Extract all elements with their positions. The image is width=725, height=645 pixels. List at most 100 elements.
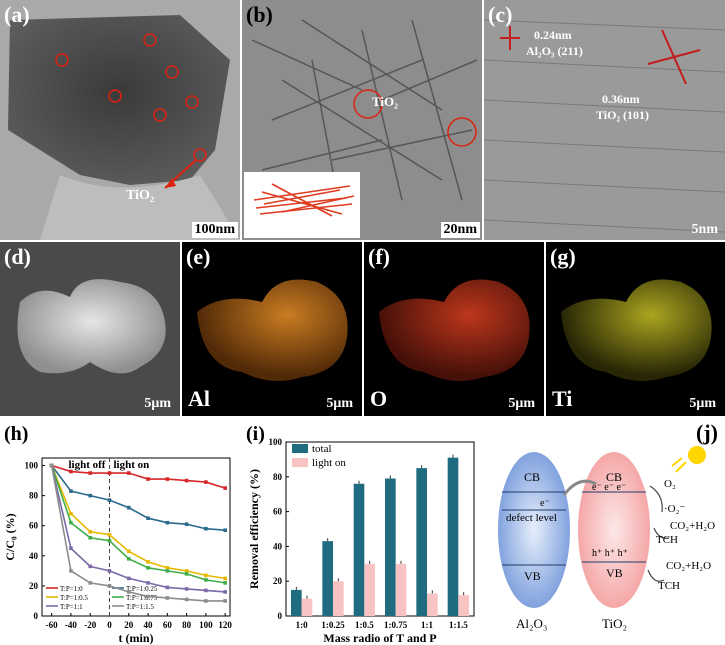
panel-c-tio2-plane: TiO₂ (101) (596, 108, 650, 122)
panel-f-scale-bar: 5μm (508, 396, 535, 411)
x-tick-label: 0 (107, 620, 112, 630)
panel-j-artwork (498, 446, 706, 608)
panel-b-artwork (242, 0, 482, 240)
series-line (50, 465, 226, 584)
x-tick-label: 1:0.5 (355, 620, 374, 630)
y-tick-label: 40 (29, 551, 39, 561)
data-point (184, 522, 189, 527)
data-point (146, 477, 150, 481)
panel-f-artwork (379, 279, 530, 381)
y-tick-label: 100 (269, 437, 283, 447)
data-point (146, 560, 150, 564)
panel-e-label: (e) (186, 244, 211, 269)
data-point (88, 529, 93, 534)
y-tick-label: 60 (273, 507, 283, 517)
panel-e-scale-bar: 5μm (326, 396, 353, 411)
x-tick-label: 1:0.75 (384, 620, 408, 630)
data-point (165, 477, 170, 481)
data-point (184, 597, 189, 602)
data-point (88, 581, 93, 585)
j-hole-1: h⁺ (592, 548, 603, 559)
y-tick-label: 0 (278, 611, 283, 621)
data-point (49, 463, 54, 468)
data-point (204, 599, 208, 603)
panel-c-hrtem-image: (c) 0.24nm Al₂O₃ (211) 0.36nm TiO₂ (101)… (484, 0, 725, 240)
panel-d-label: (d) (4, 244, 31, 269)
y-tick-label: 100 (25, 461, 39, 471)
data-point (146, 594, 150, 599)
legend-entry: T:P=1:0.5 (60, 594, 88, 602)
j-o2-radical: ·O₂⁻ (664, 503, 686, 515)
data-point (69, 511, 73, 516)
j-hole-3: h⁺ (617, 548, 628, 559)
data-point (126, 557, 131, 561)
panel-c-al2o3-plane: Al₂O₃ (211) (526, 44, 583, 58)
j-tio2-vb: VB (606, 566, 623, 580)
j-tio2-name: TiO₂ (602, 616, 628, 631)
data-point (126, 549, 131, 554)
legend-entry: T:P=1:0.25 (126, 585, 158, 593)
data-point (146, 516, 150, 520)
panel-i-label: (i) (246, 423, 265, 445)
panel-b-label: (b) (246, 2, 273, 27)
legend-swatch (292, 458, 308, 467)
panel-e-artwork (197, 279, 348, 381)
j-defect-electron: e⁻ (540, 498, 550, 509)
panel-c-label: (c) (488, 2, 513, 27)
data-point (69, 569, 73, 573)
legend-entry: T:P=1:0 (60, 585, 83, 593)
x-tick-label: -60 (46, 620, 58, 630)
bar (458, 595, 469, 616)
bar (301, 598, 313, 616)
panel-g-element-label: Ti (552, 386, 573, 411)
data-point (88, 471, 93, 475)
series-line (50, 465, 226, 580)
panel-d-sem-image: (d) 5μm (0, 242, 180, 416)
panel-a-artwork (0, 0, 240, 240)
x-axis-label: t (min) (119, 631, 154, 645)
panel-f-element-label: O (370, 386, 388, 411)
series-line (50, 465, 226, 602)
data-point (223, 528, 227, 533)
legend-entry: T:P=1:1 (60, 603, 83, 611)
x-tick-label: 1:0.25 (321, 620, 345, 630)
bar (291, 589, 302, 616)
legend-entry: T:P=1:1.5 (126, 603, 154, 611)
data-point (126, 576, 131, 581)
series-line (50, 465, 226, 593)
j-co2-h2o-2: CO₂+H₂O (666, 560, 712, 572)
data-point (126, 471, 131, 475)
j-o2: O₂ (664, 478, 676, 490)
j-al2o3-vb: VB (524, 569, 541, 583)
data-point (107, 569, 112, 573)
x-tick-label: 60 (163, 620, 173, 630)
j-tch-2: TCH (658, 580, 680, 592)
series-line (51, 465, 226, 532)
data-point (165, 585, 170, 590)
legend-swatch (292, 444, 308, 453)
data-point (69, 520, 73, 525)
data-point (107, 471, 112, 475)
data-point (88, 535, 93, 540)
bar (416, 468, 427, 616)
data-point (69, 546, 73, 551)
j-defect-level: defect level (506, 512, 557, 524)
panel-h-line-chart: (h) -60 -40 -20 0 20 40 60 80 100 120 0 20 40 60 80 100 t… (3, 423, 232, 645)
x-axis-label: Mass radio of T and P (323, 631, 436, 645)
panel-g-artwork (561, 279, 712, 381)
y-tick-label: 60 (29, 521, 39, 531)
j-al2o3-name: Al₂O₃ (516, 616, 548, 631)
data-point (107, 538, 112, 543)
panel-g-scale-bar: 5μm (689, 396, 716, 411)
panel-d-scale-bar: 5μm (144, 396, 171, 411)
panel-g-eds-map: (g) Ti 5μm (546, 242, 725, 416)
panel-f-eds-map: (f) O 5μm (364, 242, 544, 416)
bar (385, 478, 396, 616)
y-tick-label: 80 (29, 491, 39, 501)
j-tio2-cb: CB (606, 470, 623, 484)
y-tick-label: 40 (273, 541, 283, 551)
data-point (69, 469, 73, 474)
panel-b-scale-bar: 20nm (440, 222, 480, 238)
x-tick-label: 1:1 (421, 620, 433, 630)
panel-j-label: (j) (696, 420, 718, 445)
